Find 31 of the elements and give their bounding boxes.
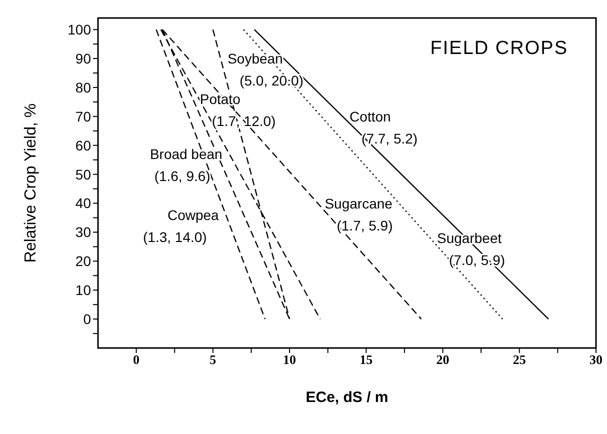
x-axis-title: ECe, dS / m	[306, 389, 388, 406]
y-tick-label: 50	[75, 166, 92, 182]
y-tick-label: 0	[83, 311, 92, 328]
y-tick-label: 20	[75, 253, 92, 270]
x-tick-label: 15	[360, 352, 374, 368]
series-label: Soybean	[228, 50, 283, 67]
annotation: (1.6, 9.6)	[154, 168, 210, 184]
y-tick-label: 40	[75, 195, 92, 212]
x-tick-label: 20	[436, 352, 450, 368]
y-tick-label: 80	[75, 79, 92, 96]
x-tick-label: 5	[210, 352, 217, 368]
series-label: Potato	[200, 91, 241, 108]
y-tick-label: 100	[68, 22, 92, 38]
y-tick-label: 90	[75, 50, 92, 66]
x-tick-label: 25	[512, 352, 526, 368]
y-tick-label: 30	[75, 224, 92, 240]
series-label: Sugarcane	[324, 195, 393, 212]
annotation: (5.0, 20.0)	[240, 72, 304, 89]
x-tick-label: 10	[283, 352, 296, 368]
annotation: (1.7, 5.9)	[336, 217, 393, 234]
annotation: (1.3, 14.0)	[143, 228, 207, 245]
series-label: Cotton	[350, 108, 391, 124]
x-tick-label: 0	[133, 352, 140, 368]
text: FIELD CROPS	[430, 38, 568, 60]
y-axis-title: Relative Crop Yield, %	[22, 103, 40, 263]
series-label: Cowpea	[167, 206, 220, 223]
annotation: (1.7, 12.0)	[212, 113, 276, 130]
y-tick-label: 60	[75, 137, 92, 154]
y-tick-label: 10	[75, 282, 92, 298]
x-tick-label: 30	[590, 352, 602, 368]
y-tick-label: 70	[75, 108, 92, 124]
